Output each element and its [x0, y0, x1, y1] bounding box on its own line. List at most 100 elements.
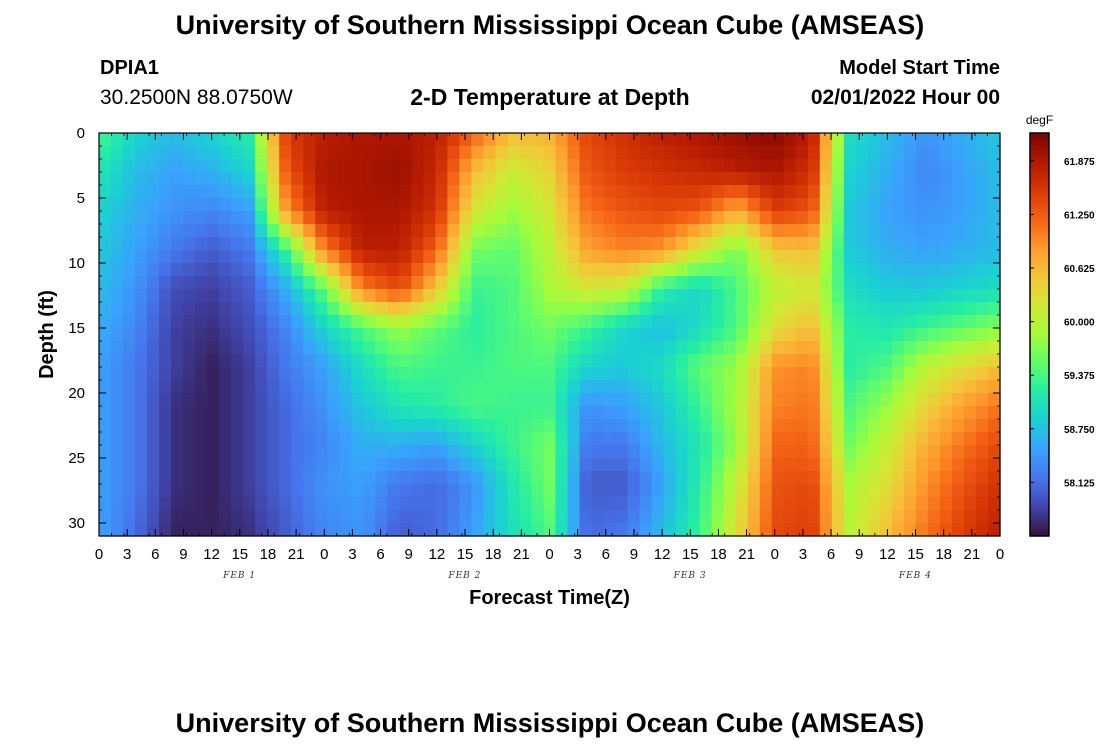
heatmap-cell	[315, 211, 328, 225]
heatmap-cell	[699, 185, 713, 199]
heatmap-cell	[783, 250, 797, 264]
heatmap-cell	[555, 302, 569, 316]
heatmap-cell	[195, 328, 208, 342]
heatmap-cell	[843, 445, 857, 459]
heatmap-cell	[507, 198, 521, 212]
heatmap-cell	[975, 341, 989, 355]
heatmap-cell	[903, 354, 917, 368]
heatmap-cell	[399, 445, 412, 459]
heatmap-cell	[471, 341, 485, 355]
heatmap-cell	[231, 250, 244, 264]
heatmap-cell	[471, 445, 485, 459]
heatmap-cell	[579, 445, 593, 459]
heatmap-cell	[723, 237, 737, 251]
heatmap-cell	[519, 471, 533, 485]
heatmap-cell	[339, 432, 352, 446]
heatmap-cell	[891, 263, 905, 277]
heatmap-cell	[531, 289, 545, 303]
heatmap-cell	[339, 367, 352, 381]
heatmap-cell	[267, 510, 280, 524]
heatmap-cell	[231, 380, 244, 394]
heatmap-cell	[579, 419, 593, 433]
heatmap-cell	[735, 419, 749, 433]
heatmap-cell	[267, 432, 280, 446]
heatmap-cell	[435, 315, 448, 329]
heatmap-cell	[903, 432, 917, 446]
heatmap-cell	[927, 458, 941, 472]
heatmap-cell	[579, 458, 593, 472]
x-tick-label: 0	[320, 546, 328, 563]
heatmap-cell	[171, 211, 184, 225]
heatmap-cell	[927, 484, 941, 498]
heatmap-cell	[99, 250, 112, 264]
heatmap-cell	[243, 341, 256, 355]
heatmap-cell	[843, 510, 857, 524]
heatmap-cell	[111, 328, 124, 342]
heatmap-cell	[867, 263, 881, 277]
heatmap-cell	[927, 367, 941, 381]
heatmap-cell	[579, 263, 593, 277]
heatmap-cell	[315, 289, 328, 303]
heatmap-cell	[663, 224, 677, 238]
heatmap-cell	[243, 445, 256, 459]
heatmap-cell	[519, 328, 533, 342]
heatmap-cell	[435, 380, 448, 394]
heatmap-cell	[555, 146, 569, 160]
heatmap-cell	[339, 393, 352, 407]
heatmap-cell	[699, 146, 713, 160]
heatmap-cell	[723, 289, 737, 303]
heatmap-cell	[795, 198, 809, 212]
heatmap-cell	[963, 341, 977, 355]
heatmap-cell	[99, 497, 112, 511]
heatmap-cell	[927, 211, 941, 225]
heatmap-cell	[771, 315, 785, 329]
heatmap-cell	[855, 510, 869, 524]
heatmap-cell	[819, 328, 833, 342]
heatmap-cell	[99, 224, 112, 238]
heatmap-cell	[975, 354, 989, 368]
heatmap-cell	[675, 276, 689, 290]
heatmap-cell	[207, 237, 220, 251]
heatmap-cell	[183, 341, 196, 355]
heatmap-cell	[975, 263, 989, 277]
heatmap-cell	[183, 393, 196, 407]
heatmap-cell	[423, 341, 436, 355]
heatmap-cell	[243, 510, 256, 524]
heatmap-cell	[783, 146, 797, 160]
heatmap-cell	[939, 510, 953, 524]
heatmap-cell	[207, 419, 220, 433]
heatmap-cell	[579, 354, 593, 368]
heatmap-cell	[507, 393, 521, 407]
heatmap-cell	[759, 198, 773, 212]
heatmap-cell	[207, 510, 220, 524]
heatmap-cell	[423, 250, 436, 264]
heatmap-cell	[495, 510, 509, 524]
heatmap-cell	[795, 497, 809, 511]
heatmap-cell	[291, 510, 304, 524]
heatmap-cell	[855, 250, 869, 264]
heatmap-cell	[327, 354, 340, 368]
heatmap-cell	[567, 523, 581, 537]
heatmap-cell	[891, 172, 905, 186]
heatmap-cell	[819, 393, 833, 407]
heatmap-cell	[483, 523, 497, 537]
heatmap-cell	[675, 159, 689, 173]
heatmap-cell	[675, 250, 689, 264]
heatmap-cell	[363, 172, 376, 186]
heatmap-cell	[567, 445, 581, 459]
heatmap-cell	[867, 497, 881, 511]
heatmap-cell	[159, 328, 172, 342]
heatmap-cell	[231, 510, 244, 524]
heatmap-cell	[675, 315, 689, 329]
heatmap-cell	[459, 250, 473, 264]
heatmap-cell	[231, 328, 244, 342]
heatmap-cell	[735, 367, 749, 381]
heatmap-cell	[891, 393, 905, 407]
heatmap-cell	[927, 276, 941, 290]
heatmap-cell	[231, 406, 244, 420]
heatmap-cell	[819, 211, 833, 225]
heatmap-cell	[819, 497, 833, 511]
heatmap-cell	[231, 458, 244, 472]
heatmap-cell	[375, 146, 388, 160]
heatmap-cell	[855, 276, 869, 290]
